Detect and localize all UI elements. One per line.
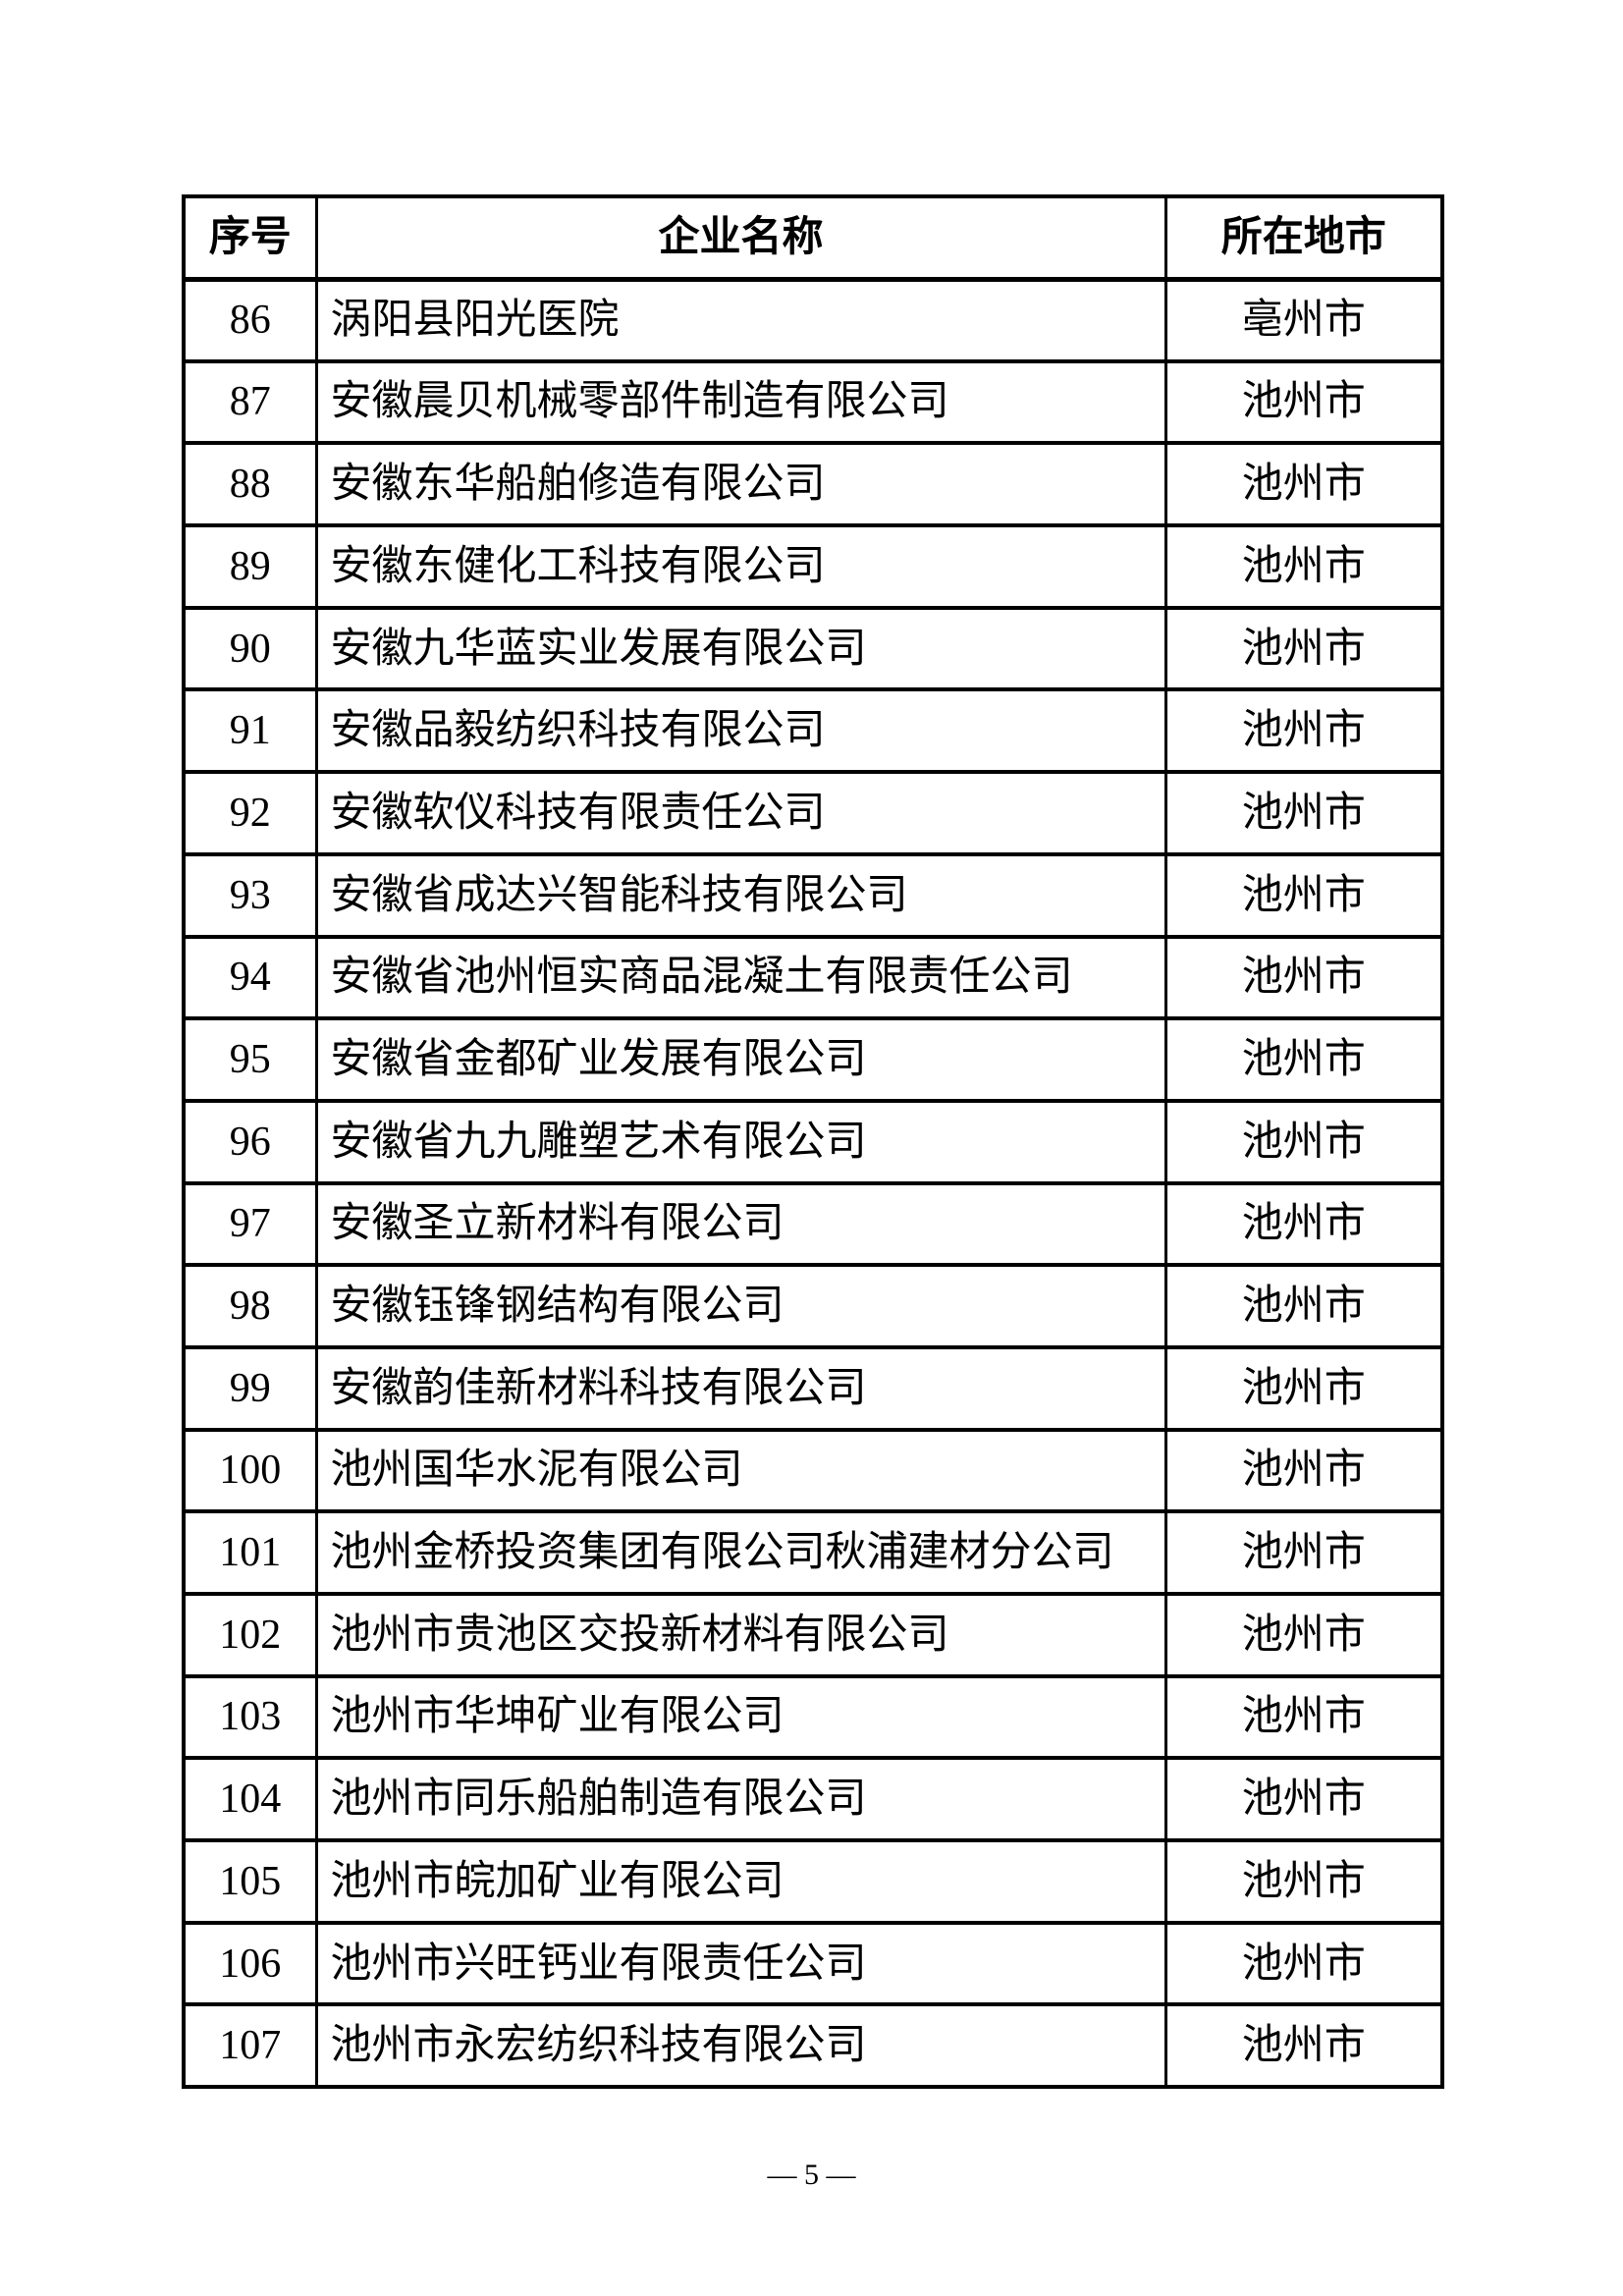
row-index: 96	[182, 1098, 318, 1185]
row-index: 86	[182, 277, 318, 363]
table-row: 98 安徽钰锋钢结构有限公司 池州市	[182, 1263, 1444, 1349]
table-row: 106 池州市兴旺钙业有限责任公司 池州市	[182, 1920, 1444, 2007]
column-header-index: 序号	[182, 194, 318, 282]
city-name: 池州市	[1163, 1756, 1444, 1843]
company-name: 安徽东健化工科技有限公司	[314, 523, 1167, 610]
company-name: 安徽韵佳新材料科技有限公司	[314, 1344, 1167, 1432]
city-name: 池州市	[1163, 770, 1444, 856]
row-index: 105	[182, 1838, 318, 1925]
city-name: 池州市	[1163, 358, 1444, 446]
company-name: 涡阳县阳光医院	[314, 277, 1167, 363]
city-name: 池州市	[1163, 1180, 1444, 1268]
company-name: 池州市同乐船舶制造有限公司	[314, 1756, 1167, 1843]
company-name: 池州市皖加矿业有限公司	[314, 1838, 1167, 1925]
row-index: 107	[182, 2002, 318, 2090]
company-name: 池州市贵池区交投新材料有限公司	[314, 1592, 1167, 1678]
city-name: 池州市	[1163, 1838, 1444, 1925]
city-name: 池州市	[1163, 687, 1444, 775]
row-index: 92	[182, 770, 318, 856]
table-row: 92 安徽软仪科技有限责任公司 池州市	[182, 770, 1444, 856]
enterprise-table: 序号 企业名称 所在地市 86 涡阳县阳光医院 亳州市 87 安徽晨贝机械零部件…	[182, 194, 1444, 2090]
row-index: 95	[182, 1016, 318, 1103]
city-name: 池州市	[1163, 1098, 1444, 1185]
table-row: 89 安徽东健化工科技有限公司 池州市	[182, 523, 1444, 610]
row-index: 98	[182, 1263, 318, 1349]
table-row: 95 安徽省金都矿业发展有限公司 池州市	[182, 1016, 1444, 1103]
table-row: 102 池州市贵池区交投新材料有限公司 池州市	[182, 1592, 1444, 1678]
city-name: 池州市	[1163, 605, 1444, 692]
city-name: 池州市	[1163, 851, 1444, 939]
city-name: 池州市	[1163, 1509, 1444, 1596]
city-name: 亳州市	[1163, 277, 1444, 363]
table-row: 96 安徽省九九雕塑艺术有限公司 池州市	[182, 1098, 1444, 1185]
table-row: 91 安徽品毅纺织科技有限公司 池州市	[182, 687, 1444, 775]
table-row: 97 安徽圣立新材料有限公司 池州市	[182, 1180, 1444, 1268]
row-index: 101	[182, 1509, 318, 1596]
row-index: 106	[182, 1920, 318, 2007]
table-row: 88 安徽东华船舶修造有限公司 池州市	[182, 441, 1444, 528]
company-name: 安徽省成达兴智能科技有限公司	[314, 851, 1167, 939]
row-index: 97	[182, 1180, 318, 1268]
company-name: 安徽圣立新材料有限公司	[314, 1180, 1167, 1268]
table-row: 86 涡阳县阳光医院 亳州市	[182, 277, 1444, 363]
column-header-company-name: 企业名称	[314, 194, 1167, 282]
city-name: 池州市	[1163, 934, 1444, 1021]
city-name: 池州市	[1163, 1427, 1444, 1514]
company-name: 池州市永宏纺织科技有限公司	[314, 2002, 1167, 2090]
company-name: 安徽省九九雕塑艺术有限公司	[314, 1098, 1167, 1185]
table-row: 101 池州金桥投资集团有限公司秋浦建材分公司 池州市	[182, 1509, 1444, 1596]
city-name: 池州市	[1163, 1263, 1444, 1349]
row-index: 99	[182, 1344, 318, 1432]
city-name: 池州市	[1163, 1016, 1444, 1103]
table-row: 99 安徽韵佳新材料科技有限公司 池州市	[182, 1344, 1444, 1432]
row-index: 93	[182, 851, 318, 939]
company-name: 安徽钰锋钢结构有限公司	[314, 1263, 1167, 1349]
company-name: 安徽东华船舶修造有限公司	[314, 441, 1167, 528]
company-name: 安徽品毅纺织科技有限公司	[314, 687, 1167, 775]
company-name: 池州国华水泥有限公司	[314, 1427, 1167, 1514]
row-index: 103	[182, 1673, 318, 1761]
table-row: 107 池州市永宏纺织科技有限公司 池州市	[182, 2002, 1444, 2090]
city-name: 池州市	[1163, 1920, 1444, 2007]
company-name: 安徽软仪科技有限责任公司	[314, 770, 1167, 856]
row-index: 87	[182, 358, 318, 446]
city-name: 池州市	[1163, 1592, 1444, 1678]
company-name: 池州市兴旺钙业有限责任公司	[314, 1920, 1167, 2007]
city-name: 池州市	[1163, 2002, 1444, 2090]
row-index: 100	[182, 1427, 318, 1514]
row-index: 91	[182, 687, 318, 775]
row-index: 89	[182, 523, 318, 610]
company-name: 安徽省池州恒实商品混凝土有限责任公司	[314, 934, 1167, 1021]
row-index: 90	[182, 605, 318, 692]
page-number: — 5 —	[767, 2159, 856, 2191]
city-name: 池州市	[1163, 1673, 1444, 1761]
column-header-city: 所在地市	[1163, 194, 1444, 282]
table-row: 100 池州国华水泥有限公司 池州市	[182, 1427, 1444, 1514]
table-row: 90 安徽九华蓝实业发展有限公司 池州市	[182, 605, 1444, 692]
table-row: 93 安徽省成达兴智能科技有限公司 池州市	[182, 851, 1444, 939]
city-name: 池州市	[1163, 441, 1444, 528]
row-index: 94	[182, 934, 318, 1021]
table-row: 103 池州市华坤矿业有限公司 池州市	[182, 1673, 1444, 1761]
table-row: 87 安徽晨贝机械零部件制造有限公司 池州市	[182, 358, 1444, 446]
row-index: 102	[182, 1592, 318, 1678]
company-name: 池州市华坤矿业有限公司	[314, 1673, 1167, 1761]
city-name: 池州市	[1163, 1344, 1444, 1432]
row-index: 104	[182, 1756, 318, 1843]
city-name: 池州市	[1163, 523, 1444, 610]
table-row: 104 池州市同乐船舶制造有限公司 池州市	[182, 1756, 1444, 1843]
row-index: 88	[182, 441, 318, 528]
company-name: 安徽省金都矿业发展有限公司	[314, 1016, 1167, 1103]
company-name: 安徽九华蓝实业发展有限公司	[314, 605, 1167, 692]
company-name: 池州金桥投资集团有限公司秋浦建材分公司	[314, 1509, 1167, 1596]
table-body: 86 涡阳县阳光医院 亳州市 87 安徽晨贝机械零部件制造有限公司 池州市 88…	[182, 277, 1444, 2090]
table-row: 105 池州市皖加矿业有限公司 池州市	[182, 1838, 1444, 1925]
company-name: 安徽晨贝机械零部件制造有限公司	[314, 358, 1167, 446]
table-row: 94 安徽省池州恒实商品混凝土有限责任公司 池州市	[182, 934, 1444, 1021]
table-header-row: 序号 企业名称 所在地市	[182, 194, 1444, 282]
